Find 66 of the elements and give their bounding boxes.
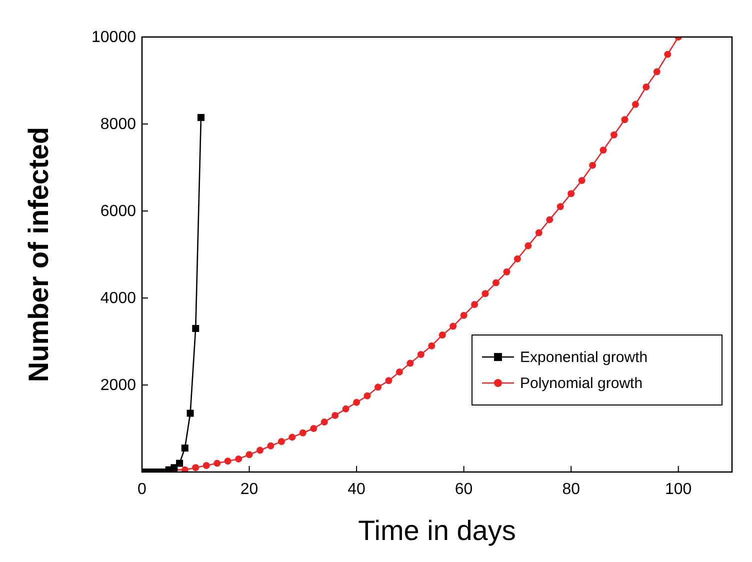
x-tick-label: 40 — [348, 481, 366, 498]
point — [535, 229, 542, 236]
legend-label: Exponential growth — [520, 349, 648, 366]
point — [653, 68, 660, 76]
x-tick-label: 60 — [454, 481, 473, 498]
point — [299, 429, 306, 436]
y-tick-label: 6000 — [100, 203, 136, 220]
y-tick-label: 8000 — [100, 116, 136, 133]
x-tick-label: 80 — [562, 481, 580, 498]
point — [556, 203, 564, 210]
point — [514, 255, 521, 262]
point — [256, 446, 264, 454]
y-axis-title: Number of infected — [23, 126, 54, 382]
point — [202, 462, 210, 469]
x-axis-title: Time in days — [358, 515, 516, 546]
point — [600, 146, 607, 154]
point — [278, 438, 285, 446]
point — [224, 458, 232, 465]
point — [385, 377, 392, 384]
point — [246, 451, 253, 458]
point — [332, 412, 339, 419]
point — [396, 368, 403, 376]
point — [438, 331, 446, 338]
point — [342, 405, 350, 412]
point — [214, 460, 221, 467]
point — [417, 351, 424, 358]
point — [578, 177, 586, 184]
point — [198, 114, 204, 121]
point — [186, 410, 194, 417]
y-tick-label: 2000 — [100, 377, 136, 394]
point — [664, 50, 672, 58]
point — [632, 100, 639, 108]
point — [428, 342, 436, 350]
y-tick-label: 4000 — [100, 290, 136, 307]
point — [610, 131, 618, 138]
point — [450, 322, 457, 330]
point — [353, 398, 360, 406]
x-tick-label: 0 — [138, 481, 147, 498]
point — [482, 290, 489, 298]
point — [568, 190, 575, 198]
point — [546, 216, 554, 224]
point — [406, 360, 414, 367]
point — [192, 324, 200, 332]
point — [471, 301, 478, 308]
point — [621, 116, 628, 124]
point — [176, 460, 184, 467]
point — [181, 444, 188, 452]
point — [310, 425, 318, 432]
point — [492, 279, 500, 286]
point — [192, 464, 200, 472]
point — [524, 242, 532, 250]
point — [320, 418, 328, 426]
point — [235, 455, 242, 462]
point — [181, 466, 188, 472]
point — [503, 268, 510, 276]
point — [288, 434, 296, 441]
x-tick-label: 20 — [240, 481, 258, 498]
legend-label: Polynomial growth — [520, 375, 643, 392]
point — [642, 84, 650, 91]
point — [374, 384, 382, 391]
point — [267, 442, 274, 450]
y-tick-label: 10000 — [92, 29, 136, 46]
point — [460, 312, 468, 319]
x-tick-label: 100 — [665, 481, 692, 498]
point — [589, 162, 596, 169]
point — [364, 392, 371, 400]
